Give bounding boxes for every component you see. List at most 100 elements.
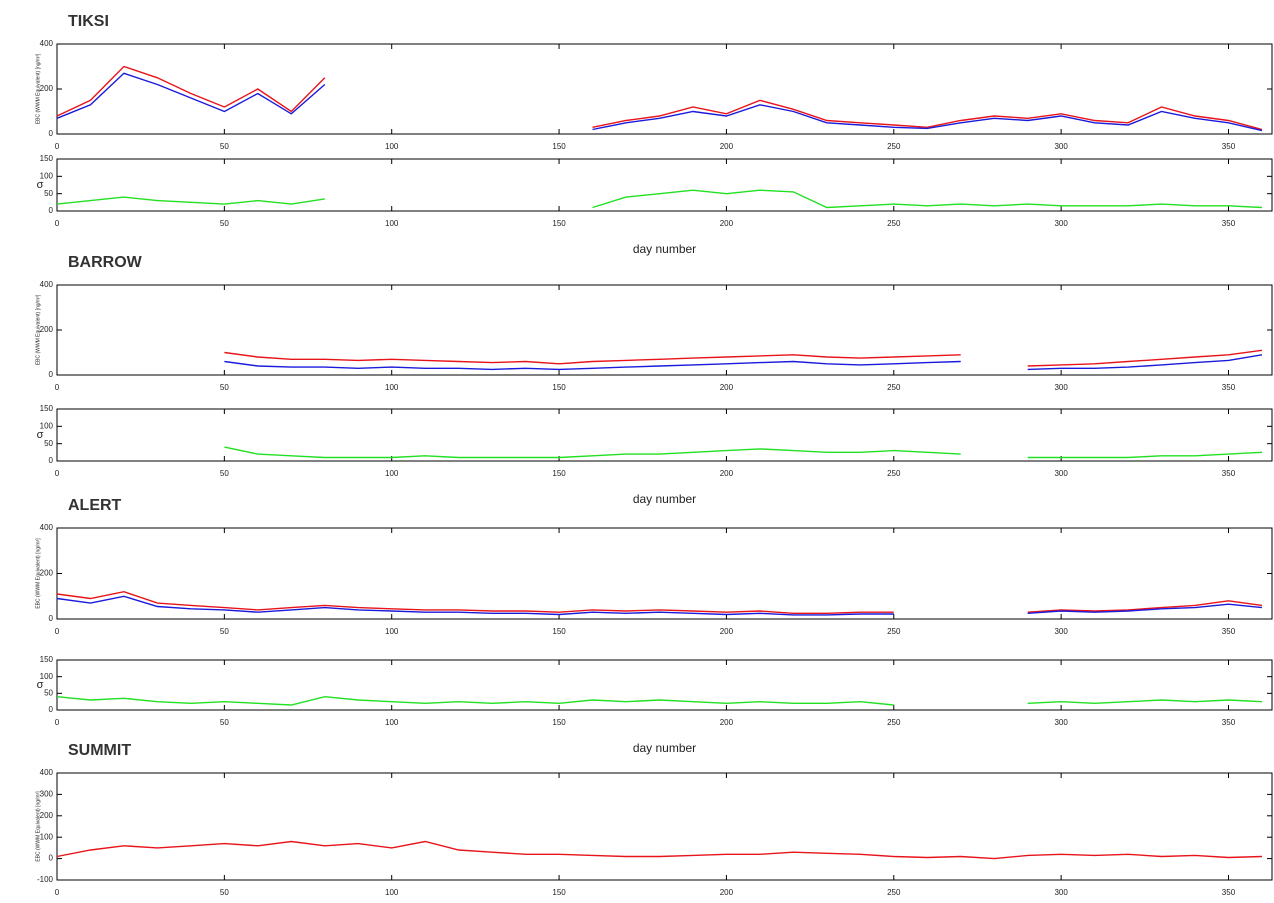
x-axis-label: day number [633,492,696,506]
x-tick-label: 0 [55,888,60,897]
x-tick-label: 150 [552,142,566,151]
y-axis-label: EBC (WWM Equivalent) [ng/m³] [35,53,41,124]
y-tick-label: 100 [40,832,54,841]
x-tick-label: 250 [887,718,901,727]
x-tick-label: 50 [220,888,229,897]
x-tick-label: 350 [1222,627,1236,636]
series-line [56,72,1263,132]
x-tick-label: 100 [385,142,399,151]
x-tick-label: 100 [385,888,399,897]
y-tick-label: 150 [40,404,54,413]
y-axis-label: σ [37,429,44,441]
plot-frame [56,659,1273,711]
x-tick-label: 0 [55,219,60,228]
plot-frame [56,43,1273,135]
y-tick-label: 50 [44,688,53,697]
x-tick-label: 50 [220,383,229,392]
x-tick-label: 50 [220,718,229,727]
y-tick-label: 50 [44,189,53,198]
plot-frame [56,158,1273,212]
x-tick-label: 350 [1222,718,1236,727]
y-axis-label: EBC (WWM Equivalent) [ng/m³] [35,294,41,365]
plot-frame [56,408,1273,462]
series-line [224,446,1263,459]
y-tick-label: 200 [40,84,54,93]
y-tick-label: 400 [40,768,54,777]
x-tick-label: 200 [720,142,734,151]
panel-title: SUMMIT [68,742,131,759]
x-tick-label: 150 [552,718,566,727]
y-tick-label: 300 [40,790,54,799]
y-tick-label: 0 [49,456,54,465]
plot-frame [56,527,1273,620]
y-tick-label: 100 [40,171,54,180]
y-tick-label: 400 [40,523,54,532]
x-tick-label: 200 [720,383,734,392]
y-tick-label: 400 [40,39,54,48]
x-tick-label: 350 [1222,142,1236,151]
series-line [56,65,1263,131]
x-tick-label: 200 [720,627,734,636]
series-line [224,349,1263,367]
y-axis-label: σ [37,679,44,691]
y-tick-label: 100 [40,672,54,681]
y-tick-label: -100 [37,875,54,884]
x-tick-label: 150 [552,627,566,636]
series-line [224,354,1263,371]
x-tick-label: 50 [220,219,229,228]
series-line [56,189,1263,209]
y-axis-label: σ [37,179,44,191]
x-tick-label: 50 [220,627,229,636]
y-axis-label: EBC (WWM Equivalent) [ng/m³] [35,791,41,862]
x-tick-label: 0 [55,142,60,151]
y-tick-label: 0 [49,129,54,138]
x-tick-label: 200 [720,718,734,727]
y-tick-label: 400 [40,280,54,289]
series-line [56,590,1263,614]
x-tick-label: 250 [887,469,901,478]
x-tick-label: 350 [1222,219,1236,228]
x-tick-label: 350 [1222,469,1236,478]
x-tick-label: 100 [385,219,399,228]
x-tick-label: 250 [887,219,901,228]
y-tick-label: 100 [40,421,54,430]
x-tick-label: 300 [1054,142,1068,151]
x-tick-label: 300 [1054,383,1068,392]
x-tick-label: 250 [887,627,901,636]
x-tick-label: 300 [1054,718,1068,727]
series-line [56,595,1263,616]
y-tick-label: 0 [49,614,54,623]
y-tick-label: 0 [49,705,54,714]
y-tick-label: 0 [49,854,54,863]
x-tick-label: 300 [1054,219,1068,228]
x-tick-label: 200 [720,888,734,897]
x-tick-label: 100 [385,627,399,636]
x-tick-label: 50 [220,142,229,151]
x-tick-label: 50 [220,469,229,478]
panel-title: ALERT [68,497,122,514]
y-tick-label: 200 [40,569,54,578]
x-tick-label: 250 [887,142,901,151]
x-tick-label: 150 [552,383,566,392]
x-tick-label: 100 [385,383,399,392]
x-tick-label: 200 [720,219,734,228]
x-tick-label: 250 [887,383,901,392]
y-tick-label: 150 [40,655,54,664]
x-tick-label: 0 [55,383,60,392]
y-tick-label: 150 [40,154,54,163]
plot-frame [56,284,1273,376]
y-tick-label: 200 [40,811,54,820]
x-tick-label: 200 [720,469,734,478]
x-tick-label: 150 [552,219,566,228]
x-tick-label: 100 [385,718,399,727]
y-tick-label: 200 [40,325,54,334]
x-tick-label: 350 [1222,888,1236,897]
x-tick-label: 0 [55,718,60,727]
y-tick-label: 50 [44,439,53,448]
x-tick-label: 300 [1054,888,1068,897]
x-axis-label: day number [633,242,696,256]
x-tick-label: 100 [385,469,399,478]
y-axis-label: EBC (WWM Equivalent) [ng/m³] [35,538,41,609]
y-tick-label: 0 [49,370,54,379]
